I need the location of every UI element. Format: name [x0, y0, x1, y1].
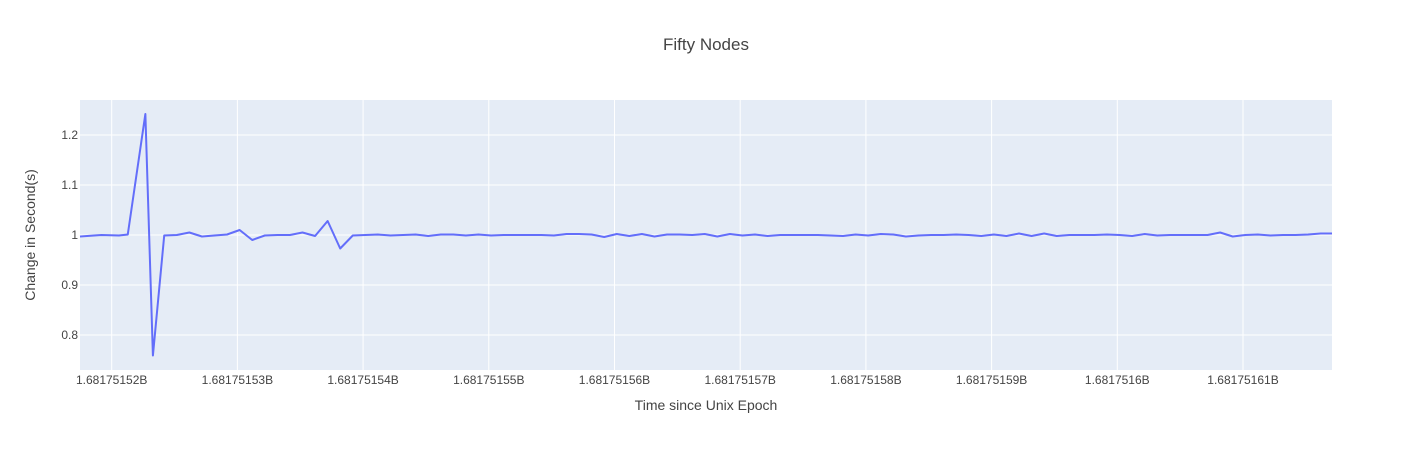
x-tick-label: 1.68175158B	[830, 373, 901, 387]
y-tick-label: 1.1	[61, 178, 78, 192]
y-tick-label: 0.8	[61, 328, 78, 342]
chart-title: Fifty Nodes	[663, 35, 749, 54]
x-tick-label: 1.68175152B	[76, 373, 147, 387]
y-axis-title: Change in Second(s)	[22, 169, 38, 301]
x-tick-label: 1.68175154B	[327, 373, 398, 387]
series-line-0	[79, 113, 1332, 357]
tick-labels: 1.68175152B 1.68175153B 1.68175154B 1.68175…	[61, 128, 1278, 387]
x-tick-label: 1.68175159B	[956, 373, 1027, 387]
x-tick-label: 1.68175153B	[202, 373, 273, 387]
x-tick-label: 1.68175157B	[704, 373, 775, 387]
x-axis-title: Time since Unix Epoch	[635, 397, 778, 413]
series-layer	[79, 113, 1332, 357]
y-tick-label: 1.2	[61, 128, 78, 142]
y-tick-label: 0.9	[61, 278, 78, 292]
x-tick-label: 1.68175156B	[579, 373, 650, 387]
x-tick-label: 1.6817516B	[1085, 373, 1150, 387]
x-tick-label: 1.68175155B	[453, 373, 524, 387]
x-tick-label: 1.68175161B	[1207, 373, 1278, 387]
y-tick-label: 1	[71, 228, 78, 242]
